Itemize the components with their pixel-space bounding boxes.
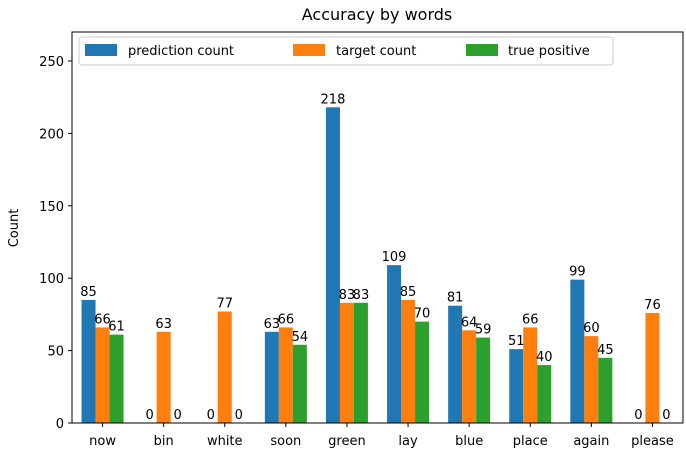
y-tick-label: 0 bbox=[56, 417, 64, 432]
bar-true-positive-now bbox=[109, 334, 124, 423]
bar-prediction-count-lay bbox=[387, 265, 402, 423]
data-label: 218 bbox=[321, 92, 346, 107]
legend-label-prediction-count: prediction count bbox=[128, 44, 234, 59]
bar-true-positive-green bbox=[353, 302, 368, 423]
legend-swatch-prediction-count bbox=[85, 44, 117, 56]
y-tick-label: 250 bbox=[39, 55, 64, 70]
plot-frame bbox=[71, 31, 684, 424]
data-label: 0 bbox=[174, 408, 182, 423]
data-label: 66 bbox=[522, 312, 539, 327]
x-tick-label-green: green bbox=[328, 434, 366, 449]
data-label: 59 bbox=[475, 323, 492, 338]
x-tick-label-again: again bbox=[573, 434, 609, 449]
x-tick-label-place: place bbox=[513, 434, 548, 449]
x-tick-label-white: white bbox=[207, 434, 243, 449]
y-tick-label: 50 bbox=[47, 345, 64, 360]
data-label: 0 bbox=[146, 408, 154, 423]
legend-swatch-target-count bbox=[293, 44, 325, 56]
bar-target-count-white bbox=[217, 311, 232, 423]
data-label: 77 bbox=[216, 296, 233, 311]
data-label: 0 bbox=[662, 408, 670, 423]
bar-true-positive-blue bbox=[476, 337, 491, 423]
bar-prediction-count-again bbox=[570, 279, 585, 423]
bar-target-count-again bbox=[584, 336, 599, 423]
y-tick-label: 100 bbox=[39, 272, 64, 287]
data-label: 45 bbox=[597, 343, 614, 358]
bar-target-count-place bbox=[523, 327, 538, 423]
bar-true-positive-again bbox=[598, 357, 613, 423]
data-label: 60 bbox=[583, 321, 600, 336]
bar-target-count-now bbox=[95, 327, 110, 423]
chart-title: Accuracy by words bbox=[302, 5, 453, 24]
bar-prediction-count-blue bbox=[448, 305, 463, 423]
bar-target-count-please bbox=[645, 312, 660, 423]
x-tick-label-now: now bbox=[89, 434, 116, 449]
bar-prediction-count-soon bbox=[264, 331, 279, 423]
data-label: 109 bbox=[382, 250, 407, 265]
data-label: 54 bbox=[292, 330, 309, 345]
bar-target-count-blue bbox=[462, 330, 477, 423]
bar-target-count-soon bbox=[278, 327, 293, 423]
data-label: 76 bbox=[644, 298, 661, 313]
bar-target-count-bin bbox=[156, 331, 171, 423]
data-label: 64 bbox=[461, 315, 478, 330]
data-label: 83 bbox=[353, 288, 370, 303]
y-axis-label: Count bbox=[7, 209, 22, 248]
bar-prediction-count-place bbox=[509, 349, 524, 423]
data-label: 0 bbox=[207, 408, 215, 423]
legend-label-target-count: target count bbox=[336, 44, 416, 59]
data-label: 51 bbox=[508, 334, 525, 349]
legend-swatch-true-positive bbox=[466, 44, 498, 56]
data-label: 63 bbox=[264, 317, 281, 332]
x-tick-label-lay: lay bbox=[398, 434, 418, 449]
bar-prediction-count-green bbox=[325, 107, 340, 424]
x-tick-label-please: please bbox=[631, 434, 674, 449]
bar-target-count-lay bbox=[401, 299, 416, 423]
data-label: 83 bbox=[339, 288, 356, 303]
data-label: 85 bbox=[80, 285, 97, 300]
y-tick-label: 200 bbox=[39, 127, 64, 142]
bar-true-positive-soon bbox=[292, 344, 307, 423]
data-label: 61 bbox=[108, 320, 125, 335]
data-label: 0 bbox=[634, 408, 642, 423]
bar-target-count-green bbox=[339, 302, 354, 423]
legend: prediction count target count true positiv… bbox=[78, 36, 614, 66]
data-label: 70 bbox=[414, 307, 431, 322]
data-label: 81 bbox=[447, 291, 464, 306]
data-label: 66 bbox=[278, 312, 295, 327]
data-label: 99 bbox=[569, 265, 586, 280]
y-tick-label: 150 bbox=[39, 200, 64, 215]
data-label: 40 bbox=[536, 350, 553, 365]
data-label: 66 bbox=[94, 312, 111, 327]
x-tick-label-blue: blue bbox=[455, 434, 483, 449]
bar-prediction-count-now bbox=[81, 299, 96, 423]
x-tick-label-bin: bin bbox=[154, 434, 174, 449]
x-tick-label-soon: soon bbox=[270, 434, 301, 449]
bar-true-positive-lay bbox=[415, 321, 430, 423]
data-label: 85 bbox=[400, 285, 417, 300]
bar-true-positive-place bbox=[537, 365, 552, 423]
data-label: 63 bbox=[155, 317, 172, 332]
legend-label-true-positive: true positive bbox=[508, 44, 590, 59]
data-label: 0 bbox=[235, 408, 243, 423]
